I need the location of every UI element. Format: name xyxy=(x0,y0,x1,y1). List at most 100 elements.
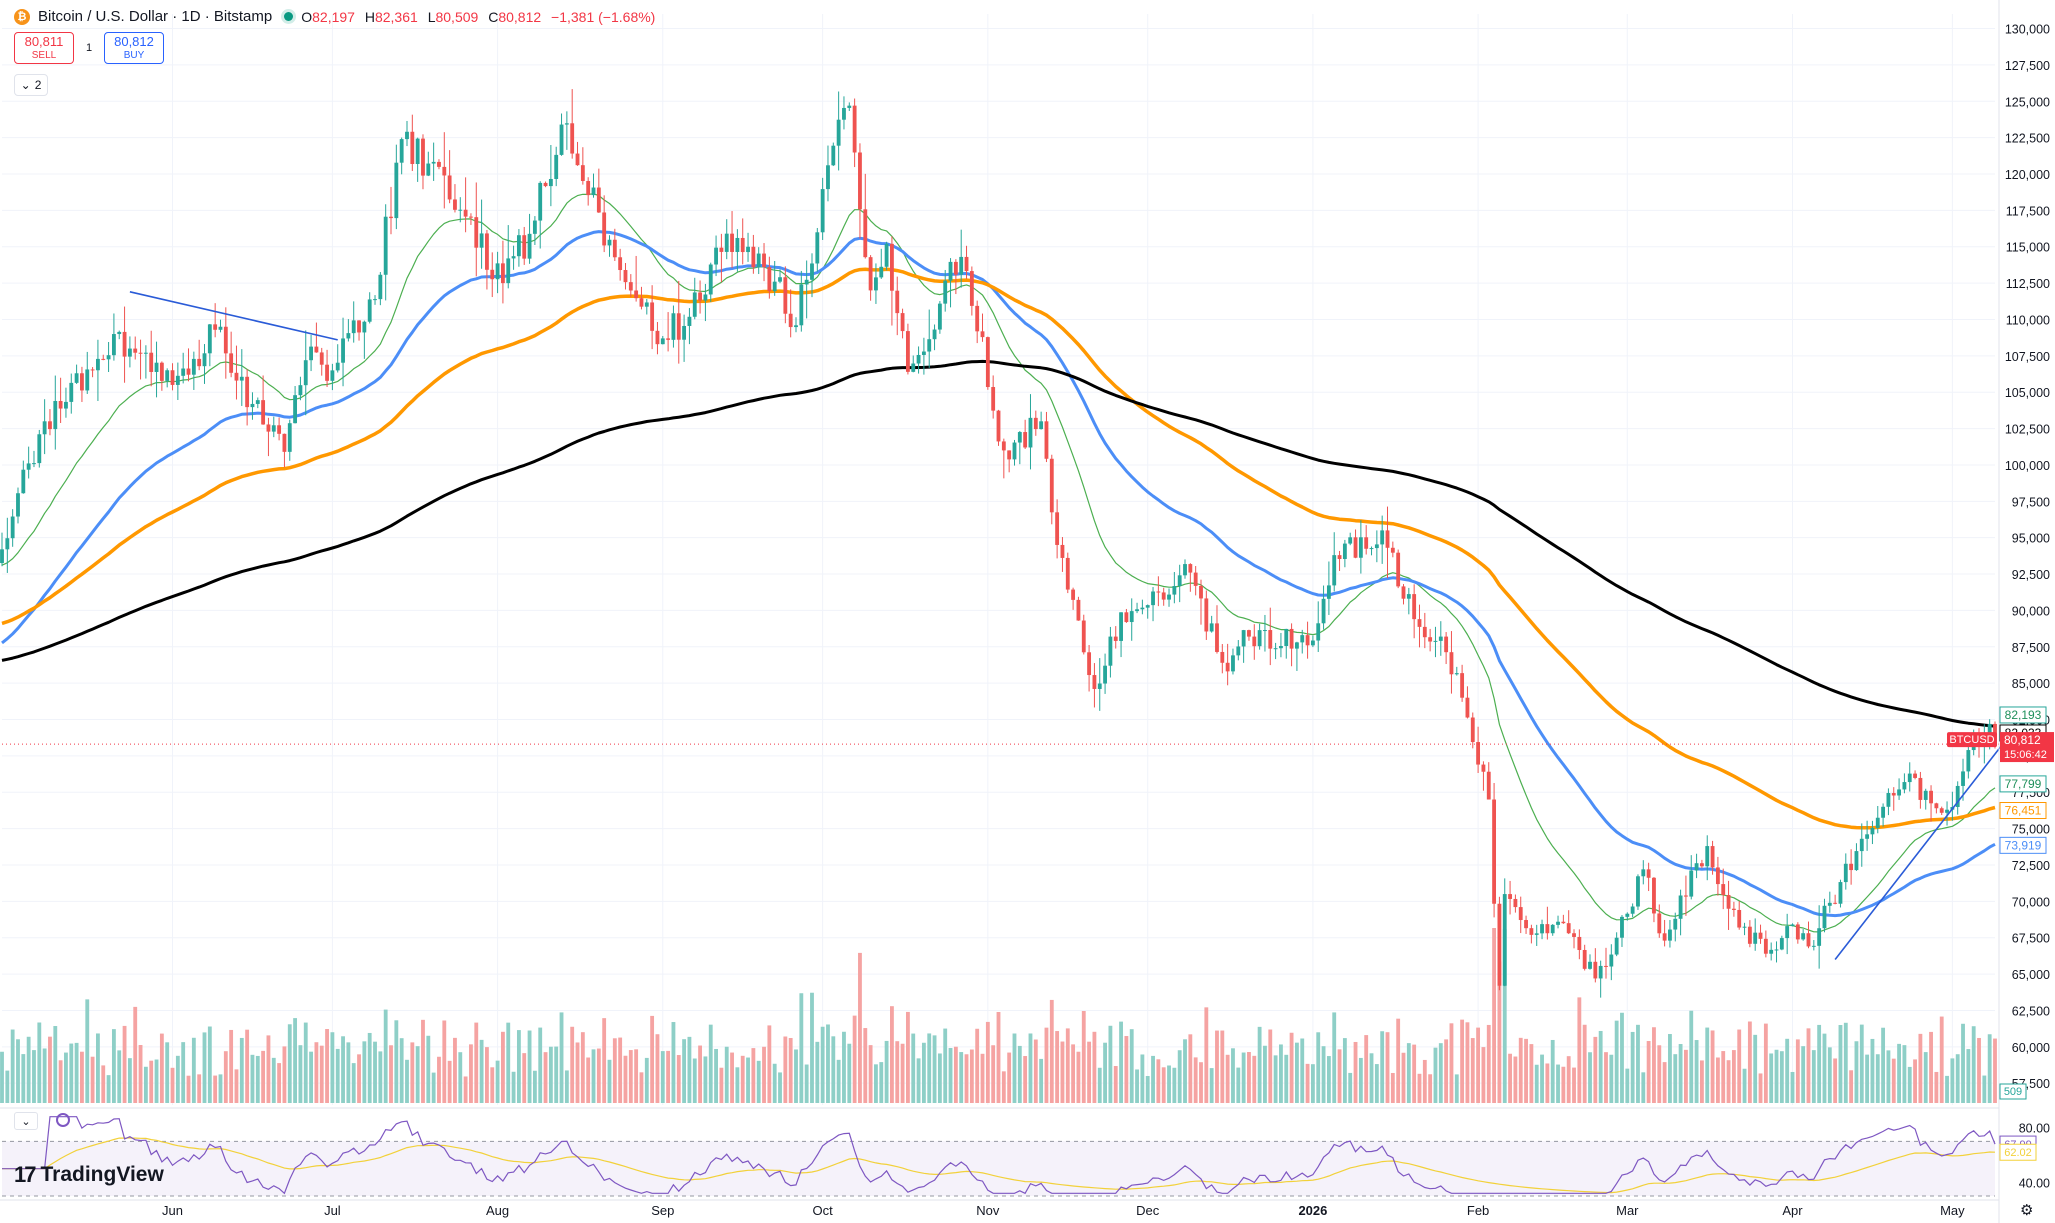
volume-bar xyxy=(32,1050,36,1103)
volume-bar xyxy=(1705,1027,1710,1103)
candlestick xyxy=(810,253,814,298)
candlestick xyxy=(223,307,228,379)
symbol-tag: BTCUSD xyxy=(1947,732,1997,748)
volume-bar xyxy=(863,1028,868,1103)
candlestick xyxy=(1284,628,1289,659)
candlestick xyxy=(1145,604,1150,619)
volume-bar xyxy=(1609,1054,1614,1103)
y-tick-label: 105,000 xyxy=(2005,386,2050,400)
candlestick xyxy=(143,345,148,379)
volume-bar xyxy=(1209,1068,1214,1103)
rsi-value-tag: 62.02 xyxy=(1999,1143,2037,1161)
candlestick xyxy=(964,245,969,279)
candlestick xyxy=(367,292,372,324)
volume-bar xyxy=(1268,1029,1273,1103)
volume-bar xyxy=(1779,1051,1784,1103)
volume-bar xyxy=(1444,1039,1449,1103)
candlestick xyxy=(111,313,116,361)
volume-bar xyxy=(458,1052,463,1103)
candlestick xyxy=(1017,431,1022,465)
volume-bar xyxy=(1289,1032,1294,1103)
volume-bar xyxy=(383,1009,388,1103)
volume-bar xyxy=(1588,1052,1592,1103)
candlestick xyxy=(1689,855,1694,900)
volume-bar xyxy=(239,1037,244,1103)
candlestick xyxy=(1193,566,1198,596)
candlestick xyxy=(1028,394,1033,470)
volume-bar xyxy=(740,1055,745,1103)
volume-bar xyxy=(639,1072,644,1103)
price-tags: 50982,19382,03380,81215:06:42BTCUSD77,79… xyxy=(1947,706,2054,1161)
candlestick xyxy=(490,252,495,298)
volume-bar xyxy=(644,1057,649,1103)
volume-bar xyxy=(1113,1066,1118,1103)
candlestick xyxy=(1172,571,1177,604)
candlestick xyxy=(1294,641,1299,671)
volume-bar xyxy=(607,1059,612,1103)
volume-bar xyxy=(1726,1060,1731,1103)
rsi-collapse-button[interactable]: ⌄ xyxy=(14,1112,38,1130)
candlestick xyxy=(1183,559,1187,579)
volume-bar xyxy=(463,1076,468,1103)
volume-bar xyxy=(1566,1056,1571,1103)
buy-button[interactable]: 80,812 BUY xyxy=(104,32,164,64)
gear-icon[interactable]: ⚙ xyxy=(2020,1202,2034,1219)
volume-bar xyxy=(628,1050,633,1103)
rsi-panel xyxy=(2,1116,1996,1197)
tradingview-logo[interactable]: 17 TradingView xyxy=(14,1162,164,1188)
candlestick xyxy=(522,226,527,265)
volume-bar xyxy=(127,1058,132,1103)
volume-bar xyxy=(26,1036,31,1103)
candlestick xyxy=(1417,604,1422,648)
y-tick-label: 90,000 xyxy=(2012,604,2050,618)
volume-bar xyxy=(1364,1035,1369,1103)
candlestick xyxy=(1929,785,1933,822)
candlestick xyxy=(495,251,500,294)
volume-bar xyxy=(1886,1050,1891,1103)
volume-bar xyxy=(1859,1024,1864,1103)
volume-bar xyxy=(330,1032,335,1103)
volume-bar xyxy=(10,1029,15,1103)
candlestick xyxy=(1785,913,1790,955)
candlestick xyxy=(1167,588,1171,607)
candlestick xyxy=(1065,552,1070,594)
volume-bar xyxy=(293,1018,298,1103)
candlestick xyxy=(991,375,996,419)
candlestick xyxy=(474,182,479,277)
volume-bar xyxy=(671,1022,676,1103)
volume-bar xyxy=(122,1025,127,1103)
ohlc-values: O82,197 H82,361 L80,509 C80,812 −1,381 (… xyxy=(301,8,656,25)
volume-bar xyxy=(1742,1068,1747,1103)
rsi-indicator-icon[interactable] xyxy=(56,1113,70,1127)
candlestick xyxy=(1769,942,1774,961)
rsi-ma-line xyxy=(2,1137,1996,1194)
volume-bar xyxy=(692,1058,697,1103)
candlestick xyxy=(772,260,777,296)
volume-bar xyxy=(580,1032,585,1103)
candlestick xyxy=(479,199,484,269)
volume-bar xyxy=(213,1075,218,1103)
price-tag-value: 82,193 xyxy=(2005,708,2042,722)
volume-bar xyxy=(1358,1057,1363,1103)
candlestick xyxy=(783,266,788,324)
candlestick xyxy=(1614,932,1619,957)
candlestick xyxy=(1215,605,1219,654)
sell-button[interactable]: 80,811 SELL xyxy=(14,32,74,64)
candlestick xyxy=(1721,868,1726,910)
candlestick xyxy=(351,301,356,343)
volume-bar xyxy=(527,1030,532,1103)
volume-bar xyxy=(1641,1072,1646,1103)
candlestick xyxy=(799,270,804,332)
volume-bar xyxy=(1923,1052,1928,1103)
volume-bar xyxy=(159,1033,164,1103)
market-open-icon xyxy=(284,12,294,21)
symbol-title[interactable]: Bitcoin / U.S. Dollar · 1D · Bitstamp xyxy=(38,8,273,25)
volume-bar xyxy=(1294,1042,1299,1103)
indicators-collapse-button[interactable]: ⌄ 2 xyxy=(14,74,48,96)
candlestick xyxy=(26,446,31,479)
candlestick xyxy=(389,186,393,235)
candlestick xyxy=(1268,607,1273,666)
x-tick-label: Sep xyxy=(651,1203,674,1218)
volume-bar xyxy=(900,1043,905,1103)
